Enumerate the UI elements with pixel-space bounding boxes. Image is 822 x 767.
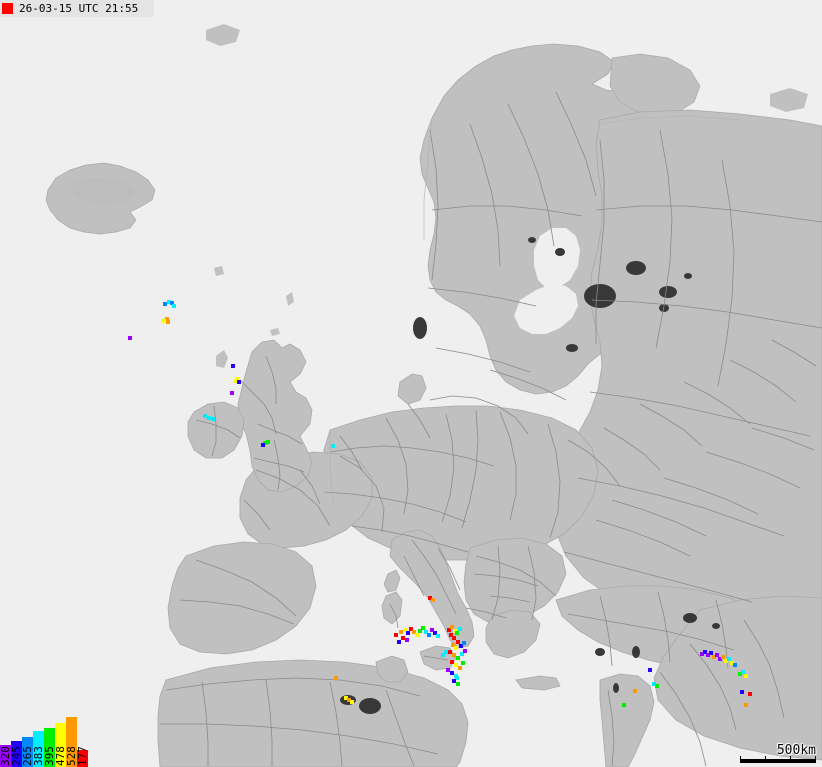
legend-bar[interactable]: 528 — [65, 717, 78, 767]
scale-bar-line — [740, 756, 816, 763]
land-italy — [389, 529, 475, 649]
legend-color-swatch — [2, 3, 13, 14]
land-corsica — [383, 569, 401, 593]
legend-bar[interactable]: 245 — [10, 741, 23, 767]
land-denmark — [397, 373, 427, 405]
land-arctic-islands-2 — [770, 88, 808, 112]
land-orkney — [270, 328, 280, 336]
scale-bar: 500km — [740, 744, 816, 763]
land-iberia — [167, 541, 317, 655]
land-faroe — [214, 266, 224, 276]
header-bar: 26-03-15 UTC 21:55 — [0, 0, 154, 17]
land-greece — [485, 609, 541, 659]
land-crete — [515, 675, 561, 691]
legend-bar[interactable]: 383 — [32, 731, 45, 767]
legend-bar[interactable]: 395 — [43, 728, 56, 767]
legend-bar[interactable]: 177 — [76, 746, 89, 767]
legend-bar[interactable]: 265 — [21, 737, 34, 767]
scale-bar-label: 500km — [776, 743, 816, 758]
land-kola — [609, 53, 701, 117]
map-borders — [160, 91, 822, 767]
land-north-africa — [157, 659, 469, 767]
land-balkans — [463, 537, 567, 623]
land-caucasus-iran — [653, 595, 822, 761]
water-baltic — [514, 284, 578, 334]
land-iceland-inner — [70, 178, 138, 204]
legend[interactable]: 320 245 265 383 395 478 528 177 — [0, 715, 89, 767]
map-lakes — [340, 237, 720, 714]
land-tunisia-cap — [375, 655, 409, 683]
legend-bar[interactable]: 320 — [0, 745, 12, 767]
water-bothnia — [534, 228, 580, 288]
land-arctic-islands — [206, 24, 240, 46]
land-shetland — [286, 292, 294, 306]
land-great-britain — [237, 339, 313, 493]
timestamp-label: 26-03-15 UTC 21:55 — [19, 2, 139, 15]
map-landmasses — [45, 24, 822, 767]
legend-bar[interactable]: 478 — [54, 723, 67, 767]
map-coast-detail — [329, 115, 741, 509]
land-hebrides — [216, 350, 228, 368]
legend-bar-label: 177 — [76, 746, 89, 766]
